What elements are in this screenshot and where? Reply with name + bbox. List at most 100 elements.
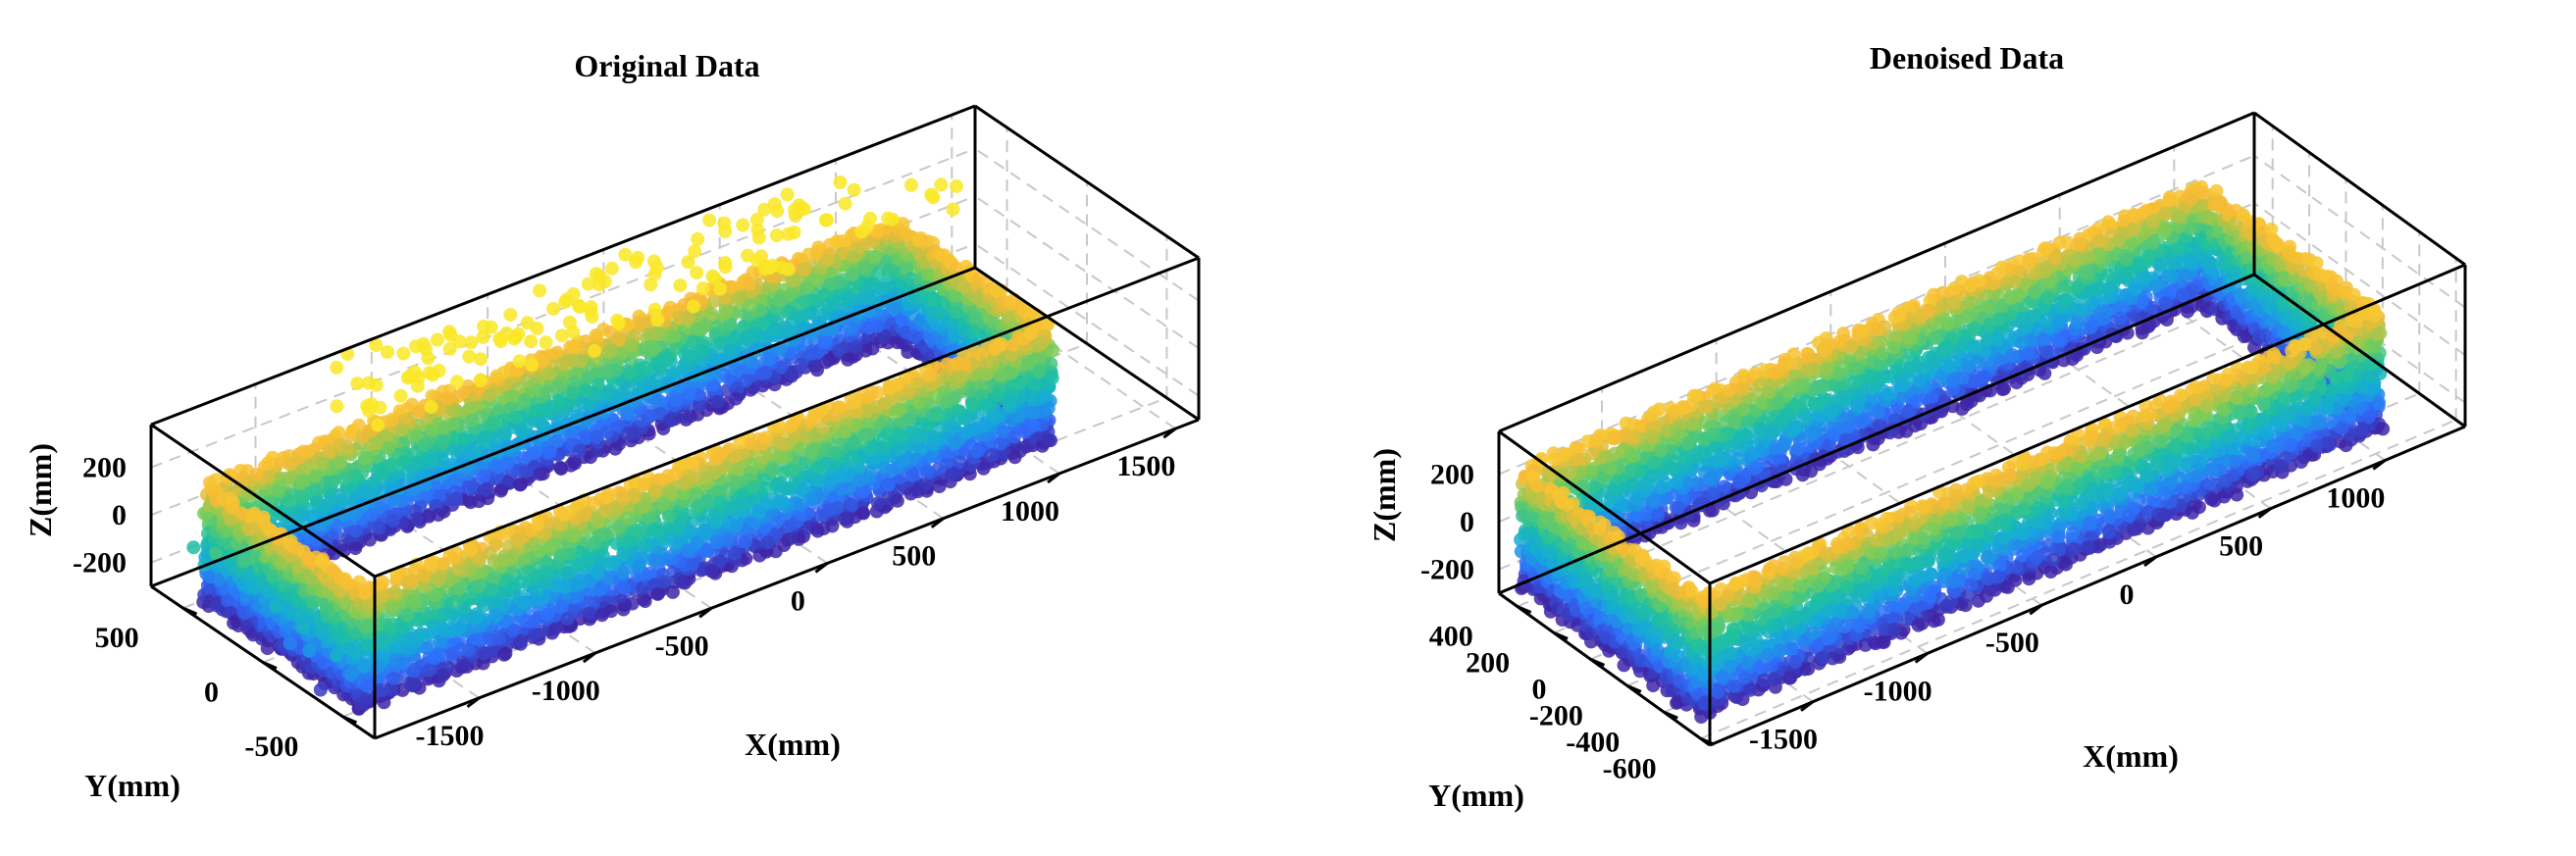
data-point [283,636,297,651]
grid-line [974,147,1200,302]
data-point [271,484,285,499]
data-point [496,366,511,379]
data-point [652,362,667,377]
data-point [372,521,386,534]
data-point [668,365,683,379]
data-point [472,494,487,509]
data-point [797,262,811,277]
data-point [687,299,701,314]
data-point [810,524,825,538]
grid-line [974,242,1200,397]
data-point [425,453,438,468]
data-point [525,358,540,372]
data-point [600,387,615,402]
data-point [487,416,501,430]
data-point [765,463,780,478]
data-point [330,360,344,375]
data-point [666,329,681,343]
data-point [565,529,580,543]
data-point [841,352,855,367]
data-point [579,383,593,398]
data-point [716,307,731,322]
data-point [348,524,363,538]
data-point [375,683,389,697]
data-point [519,420,534,434]
data-point [845,450,858,465]
data-point [860,219,875,233]
data-point [1005,413,1019,428]
data-point [409,456,424,471]
data-point [644,277,658,292]
data-point [330,399,344,414]
data-point [608,441,623,456]
data-point [449,375,464,389]
data-point [437,421,451,435]
data-point [533,467,547,481]
data-point [868,249,882,264]
data-point [604,261,619,276]
data-point [386,671,401,685]
data-point [924,187,939,202]
data-point [633,380,646,395]
chart-original-data: -1500-1000-5000500100015005000-5002000-2… [23,48,1201,803]
data-point [430,332,444,347]
data-point [394,423,409,437]
data-point [752,548,767,563]
data-point [573,299,588,314]
data-point [283,494,298,509]
data-point [400,633,415,647]
data-point [849,340,863,355]
data-point [682,386,696,401]
data-point [736,218,750,232]
data-point [373,400,387,415]
data-point [456,432,471,447]
data-point [400,466,415,480]
data-point [361,486,376,501]
data-point [835,293,849,308]
data-point [332,426,346,440]
data-point [655,497,670,512]
data-point [301,444,316,459]
data-point [493,483,508,498]
data-point [710,394,725,409]
data-point [817,335,832,350]
data-point [443,327,458,342]
data-point [847,182,861,197]
data-point [421,351,436,366]
data-point [620,406,635,421]
data-point [649,553,664,568]
data-point [785,367,799,381]
data-point [623,366,638,380]
data-point [436,434,450,449]
data-point [526,446,541,461]
data-point [691,231,705,246]
data-point [587,343,601,358]
data-point [911,395,926,410]
data-point [295,490,310,505]
data-point [315,456,330,471]
data-point [757,202,772,217]
data-point [524,334,539,349]
data-point [519,464,534,478]
data-point [573,354,588,369]
data-point [581,277,595,291]
data-point [517,393,532,408]
data-point [627,426,642,440]
data-point [718,256,733,271]
data-point [673,278,688,293]
data-point [536,418,550,432]
data-point [572,444,587,459]
data-point [704,307,719,321]
point-cloud [186,176,1059,716]
data-point [476,329,490,344]
data-point [457,658,472,673]
data-point [833,400,848,415]
data-point [539,335,553,350]
data-point [902,383,916,398]
data-point [393,388,408,403]
data-point [413,628,427,642]
data-point [650,313,665,327]
data-point [652,394,667,408]
data-point [316,502,331,517]
data-point [723,343,738,358]
